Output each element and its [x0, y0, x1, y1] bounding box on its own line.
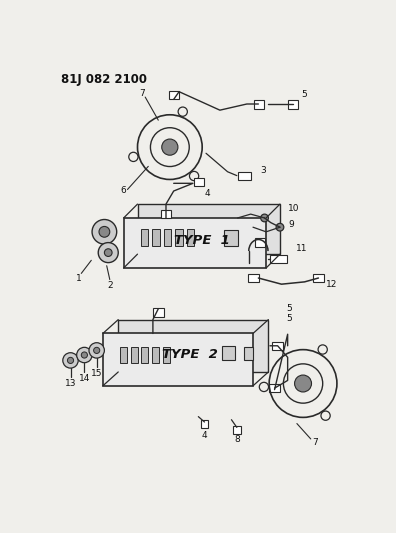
- Bar: [152, 348, 159, 363]
- Circle shape: [81, 352, 88, 358]
- Bar: [124, 218, 266, 268]
- Circle shape: [99, 227, 110, 237]
- Bar: [269, 384, 280, 392]
- Bar: [120, 348, 127, 363]
- Bar: [224, 230, 238, 246]
- Text: TYPE  1: TYPE 1: [174, 234, 230, 247]
- Bar: [187, 229, 194, 246]
- Text: 13: 13: [65, 379, 76, 388]
- Text: 2: 2: [107, 281, 112, 290]
- Circle shape: [89, 343, 105, 358]
- Text: 7: 7: [312, 438, 318, 447]
- Text: 81J 082 2100: 81J 082 2100: [61, 73, 147, 86]
- Bar: [137, 204, 280, 254]
- Text: 4: 4: [202, 431, 207, 440]
- Circle shape: [93, 348, 100, 353]
- Text: 5: 5: [286, 313, 292, 322]
- Text: 6: 6: [121, 185, 126, 195]
- Bar: [169, 91, 179, 99]
- Bar: [248, 274, 259, 282]
- Circle shape: [295, 375, 312, 392]
- Bar: [255, 238, 265, 247]
- Bar: [313, 274, 324, 282]
- Text: 5: 5: [302, 90, 307, 99]
- Circle shape: [67, 357, 74, 364]
- Circle shape: [63, 353, 78, 368]
- Text: 4: 4: [205, 189, 210, 198]
- Circle shape: [276, 223, 284, 231]
- Circle shape: [261, 214, 268, 222]
- Text: 10: 10: [288, 204, 299, 213]
- Bar: [141, 348, 148, 363]
- Circle shape: [92, 220, 117, 244]
- Text: 5: 5: [286, 304, 292, 313]
- Text: 8: 8: [234, 435, 240, 444]
- Circle shape: [162, 139, 178, 155]
- Bar: [238, 172, 251, 180]
- Bar: [175, 229, 183, 246]
- Bar: [118, 320, 268, 372]
- Circle shape: [77, 348, 92, 363]
- Bar: [288, 100, 299, 109]
- Bar: [201, 421, 208, 428]
- Bar: [244, 348, 253, 360]
- Circle shape: [105, 249, 112, 256]
- Text: 9: 9: [289, 220, 294, 229]
- Bar: [161, 210, 171, 218]
- Bar: [103, 334, 253, 386]
- Bar: [194, 178, 204, 185]
- Text: TYPE  2: TYPE 2: [162, 348, 218, 361]
- Bar: [233, 426, 241, 433]
- Bar: [153, 308, 164, 317]
- Text: 15: 15: [91, 369, 103, 378]
- Text: 1: 1: [76, 273, 82, 282]
- Bar: [254, 100, 264, 109]
- Text: 3: 3: [260, 166, 266, 175]
- Bar: [152, 229, 160, 246]
- Bar: [131, 348, 137, 363]
- Text: 12: 12: [326, 280, 337, 289]
- Bar: [141, 229, 148, 246]
- Bar: [164, 229, 171, 246]
- Bar: [222, 346, 234, 360]
- Bar: [272, 342, 283, 350]
- Bar: [270, 255, 287, 263]
- Text: 7: 7: [139, 88, 145, 98]
- Text: 14: 14: [79, 374, 90, 383]
- Bar: [163, 348, 170, 363]
- Text: 11: 11: [296, 244, 307, 253]
- Circle shape: [98, 243, 118, 263]
